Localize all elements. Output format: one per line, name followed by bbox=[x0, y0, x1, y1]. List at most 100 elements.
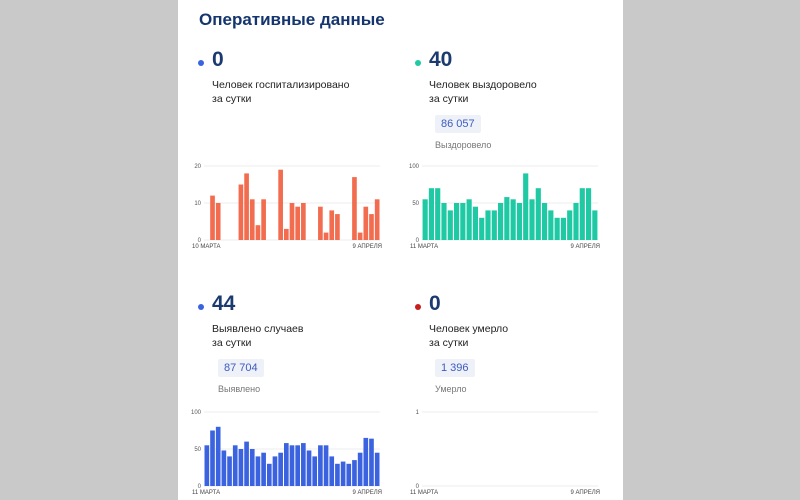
stat-value: 40 bbox=[429, 48, 453, 71]
status-dot bbox=[198, 304, 204, 310]
desc-line-1: Выявлено случаев bbox=[212, 323, 304, 335]
status-dot bbox=[198, 60, 204, 66]
chart-died: 1 0 11 МАРТА 9 АПРЕЛЯ bbox=[410, 406, 602, 496]
total-badge: 86 057 bbox=[435, 115, 481, 133]
stat-description: Выявлено случаев за сутки bbox=[212, 322, 392, 350]
chart-bar bbox=[472, 206, 479, 240]
chart-bar bbox=[278, 169, 283, 240]
chart-bar bbox=[567, 210, 573, 240]
chart-bar bbox=[255, 456, 261, 486]
chart-bar bbox=[244, 441, 249, 486]
panel-detected: 44 Выявлено случаев за сутки 87 704 Выяв… bbox=[198, 292, 398, 394]
chart-bar bbox=[363, 437, 369, 486]
chart-bar bbox=[318, 206, 323, 240]
total-badge: 87 704 bbox=[218, 359, 264, 377]
chart-bar bbox=[357, 232, 363, 240]
chart-bar bbox=[352, 177, 357, 240]
y-tick-label: 50 bbox=[194, 447, 201, 453]
desc-line-1: Человек умерло bbox=[429, 323, 509, 335]
x-start-label: 11 МАРТА bbox=[410, 490, 438, 496]
chart-bar bbox=[215, 426, 221, 486]
chart-svg: 100 50 011 МАРТА 9 АПРЕЛЯ bbox=[409, 164, 600, 250]
chart-bar bbox=[210, 195, 215, 240]
chart-bar bbox=[283, 228, 289, 240]
y-tick-label: 0 bbox=[416, 484, 420, 490]
chart-bar bbox=[312, 456, 318, 486]
chart-bar bbox=[510, 199, 516, 240]
chart-svg: 1 011 МАРТА 9 АПРЕЛЯ bbox=[410, 410, 600, 496]
chart-bar bbox=[573, 203, 579, 240]
chart-bar bbox=[221, 450, 227, 486]
chart-bar bbox=[560, 217, 567, 240]
chart-bar bbox=[272, 456, 278, 486]
chart-bar bbox=[554, 217, 560, 240]
chart-bar bbox=[244, 173, 249, 240]
chart-bar bbox=[363, 206, 369, 240]
x-end-label: 9 АПРЕЛЯ bbox=[352, 244, 382, 250]
chart-svg: 100 50 011 МАРТА 9 АПРЕЛЯ bbox=[191, 410, 382, 496]
chart-bar bbox=[352, 460, 357, 486]
y-tick-label: 100 bbox=[191, 410, 202, 416]
chart-bar bbox=[323, 232, 329, 240]
chart-bar bbox=[435, 188, 441, 240]
chart-bar bbox=[447, 210, 453, 240]
chart-bar bbox=[479, 217, 485, 240]
chart-bar bbox=[215, 203, 221, 240]
chart-bar bbox=[340, 461, 346, 486]
chart-bar bbox=[335, 463, 340, 486]
chart-bar bbox=[346, 463, 352, 486]
total-label: Умерло bbox=[435, 384, 467, 394]
stat-value: 0 bbox=[429, 292, 441, 315]
panel-died: 0 Человек умерло за сутки 1 396 Умерло bbox=[415, 292, 615, 394]
chart-bar bbox=[301, 203, 306, 240]
chart-bar bbox=[516, 203, 523, 240]
total-badge: 1 396 bbox=[435, 359, 475, 377]
y-tick-label: 0 bbox=[198, 238, 202, 244]
chart-bar bbox=[585, 188, 592, 240]
y-tick-label: 0 bbox=[198, 484, 202, 490]
stat-description: Человек госпитализировано за сутки bbox=[212, 78, 392, 106]
desc-line-2: за сутки bbox=[212, 93, 252, 105]
chart-hospitalized: 20 10 0 10 МАРТА 9 АПРЕЛЯ bbox=[192, 160, 384, 250]
desc-line-2: за сутки bbox=[429, 337, 469, 349]
x-start-label: 11 МАРТА bbox=[410, 244, 438, 250]
chart-bar bbox=[579, 188, 585, 240]
stat-value: 0 bbox=[212, 48, 224, 71]
chart-bar bbox=[318, 445, 323, 486]
x-end-label: 9 АПРЕЛЯ bbox=[570, 490, 600, 496]
chart-bar bbox=[497, 203, 504, 240]
operational-data-card: Оперативные данные 0 Человек госпитализи… bbox=[178, 0, 623, 500]
chart-bar bbox=[374, 452, 380, 486]
status-dot bbox=[415, 60, 421, 66]
y-tick-label: 20 bbox=[194, 164, 201, 170]
chart-bar bbox=[428, 188, 435, 240]
chart-bar bbox=[491, 210, 497, 240]
y-tick-label: 50 bbox=[412, 201, 419, 207]
chart-bar bbox=[541, 203, 548, 240]
chart-bar bbox=[357, 452, 363, 486]
chart-bar bbox=[289, 445, 295, 486]
stat-value: 44 bbox=[212, 292, 236, 315]
chart-bar bbox=[374, 199, 380, 240]
chart-bar bbox=[278, 452, 283, 486]
status-dot bbox=[415, 304, 421, 310]
chart-bar bbox=[422, 199, 428, 240]
chart-svg: 20 10 010 МАРТА 9 АПРЕЛЯ bbox=[192, 164, 382, 250]
chart-bar bbox=[369, 438, 374, 486]
panel-hospitalized: 0 Человек госпитализировано за сутки bbox=[198, 48, 398, 105]
chart-bar bbox=[523, 173, 529, 240]
y-tick-label: 0 bbox=[416, 238, 420, 244]
chart-bar bbox=[329, 210, 335, 240]
desc-line-2: за сутки bbox=[212, 337, 252, 349]
chart-bar bbox=[369, 214, 374, 240]
desc-line-2: за сутки bbox=[429, 93, 469, 105]
total-label: Выздоровело bbox=[435, 140, 492, 150]
x-start-label: 11 МАРТА bbox=[192, 490, 220, 496]
chart-bar bbox=[548, 210, 554, 240]
chart-bar bbox=[295, 445, 301, 486]
chart-bar bbox=[535, 188, 541, 240]
chart-bar bbox=[227, 456, 232, 486]
chart-bar bbox=[323, 445, 329, 486]
chart-bar bbox=[295, 206, 301, 240]
chart-bar bbox=[466, 199, 472, 240]
